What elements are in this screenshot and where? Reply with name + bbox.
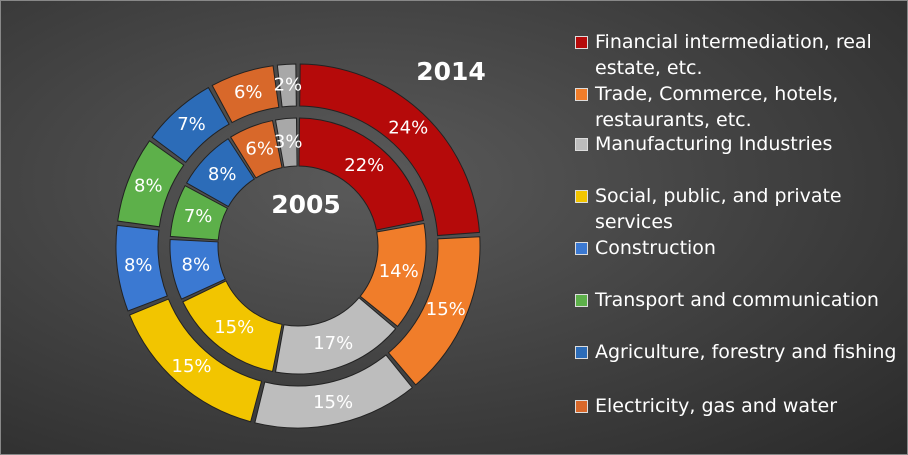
legend-swatch: [575, 242, 588, 255]
legend-label: Electricity, gas and water: [595, 395, 838, 417]
legend-entry: Trade, Commerce, hotels, restaurants, et…: [573, 81, 907, 133]
legend-entry: Social, public, and private services: [573, 183, 907, 235]
data-label: 8%: [182, 254, 211, 275]
donut-segment: [359, 222, 427, 328]
data-label: 15%: [172, 356, 212, 377]
donut-segment: [117, 140, 185, 228]
legend-swatch: [575, 190, 588, 203]
donut-segment: [151, 86, 230, 164]
legend-entry: Agriculture, forestry and fishing: [573, 339, 907, 365]
data-label: 8%: [208, 164, 237, 185]
legend-swatch: [575, 88, 588, 101]
donut-segment: [169, 238, 226, 300]
data-label: 6%: [245, 138, 274, 159]
donut-segment: [230, 119, 283, 179]
donut-segment: [387, 236, 481, 386]
donut-segment: [211, 65, 280, 124]
data-label: 2%: [274, 74, 303, 95]
legend-label: Social, public, and private services: [595, 185, 842, 233]
data-label: 7%: [184, 206, 213, 227]
data-label: 8%: [124, 255, 153, 276]
legend-entry: Electricity, gas and water: [573, 393, 907, 419]
data-label: 8%: [134, 176, 163, 197]
donut-segment: [169, 185, 229, 241]
legend-entry: Construction: [573, 235, 907, 261]
donut-segment: [276, 63, 297, 108]
donut-segment: [185, 138, 256, 208]
data-label: 15%: [313, 392, 353, 413]
data-label: 7%: [177, 114, 206, 135]
legend-swatch: [575, 138, 588, 151]
donut-segment: [182, 280, 283, 373]
ring-label: 2005: [271, 190, 341, 219]
legend-label: Transport and communication: [595, 289, 879, 311]
data-label: 6%: [234, 82, 263, 103]
data-label: 17%: [313, 333, 353, 354]
data-label: 14%: [379, 261, 419, 282]
legend-swatch: [575, 36, 588, 49]
legend-label: Trade, Commerce, hotels, restaurants, et…: [595, 83, 839, 131]
legend-swatch: [575, 294, 588, 307]
donut-segment: [115, 224, 168, 312]
data-label: 15%: [426, 299, 466, 320]
donut-segment: [299, 63, 481, 237]
donut-segment: [254, 354, 414, 429]
donut-segment: [128, 298, 263, 423]
data-label: 24%: [388, 118, 428, 139]
donut-segment: [298, 117, 425, 231]
data-label: 22%: [344, 155, 384, 176]
legend-label: Agriculture, forestry and fishing: [595, 341, 897, 363]
data-label: 15%: [214, 317, 254, 338]
legend-label: Construction: [595, 237, 716, 259]
legend-entry: Manufacturing Industries: [573, 131, 907, 157]
legend-entry: Financial intermediation, real estate, e…: [573, 29, 907, 81]
legend-label: Manufacturing Industries: [595, 133, 833, 155]
legend-swatch: [575, 400, 588, 413]
ring-label: 2014: [416, 57, 486, 86]
legend-swatch: [575, 346, 588, 359]
donut-segment: [274, 117, 298, 168]
legend-entry: Transport and communication: [573, 287, 907, 313]
data-label: 3%: [274, 131, 303, 152]
legend-label: Financial intermediation, real estate, e…: [595, 31, 872, 79]
donut-segment: [274, 297, 397, 375]
